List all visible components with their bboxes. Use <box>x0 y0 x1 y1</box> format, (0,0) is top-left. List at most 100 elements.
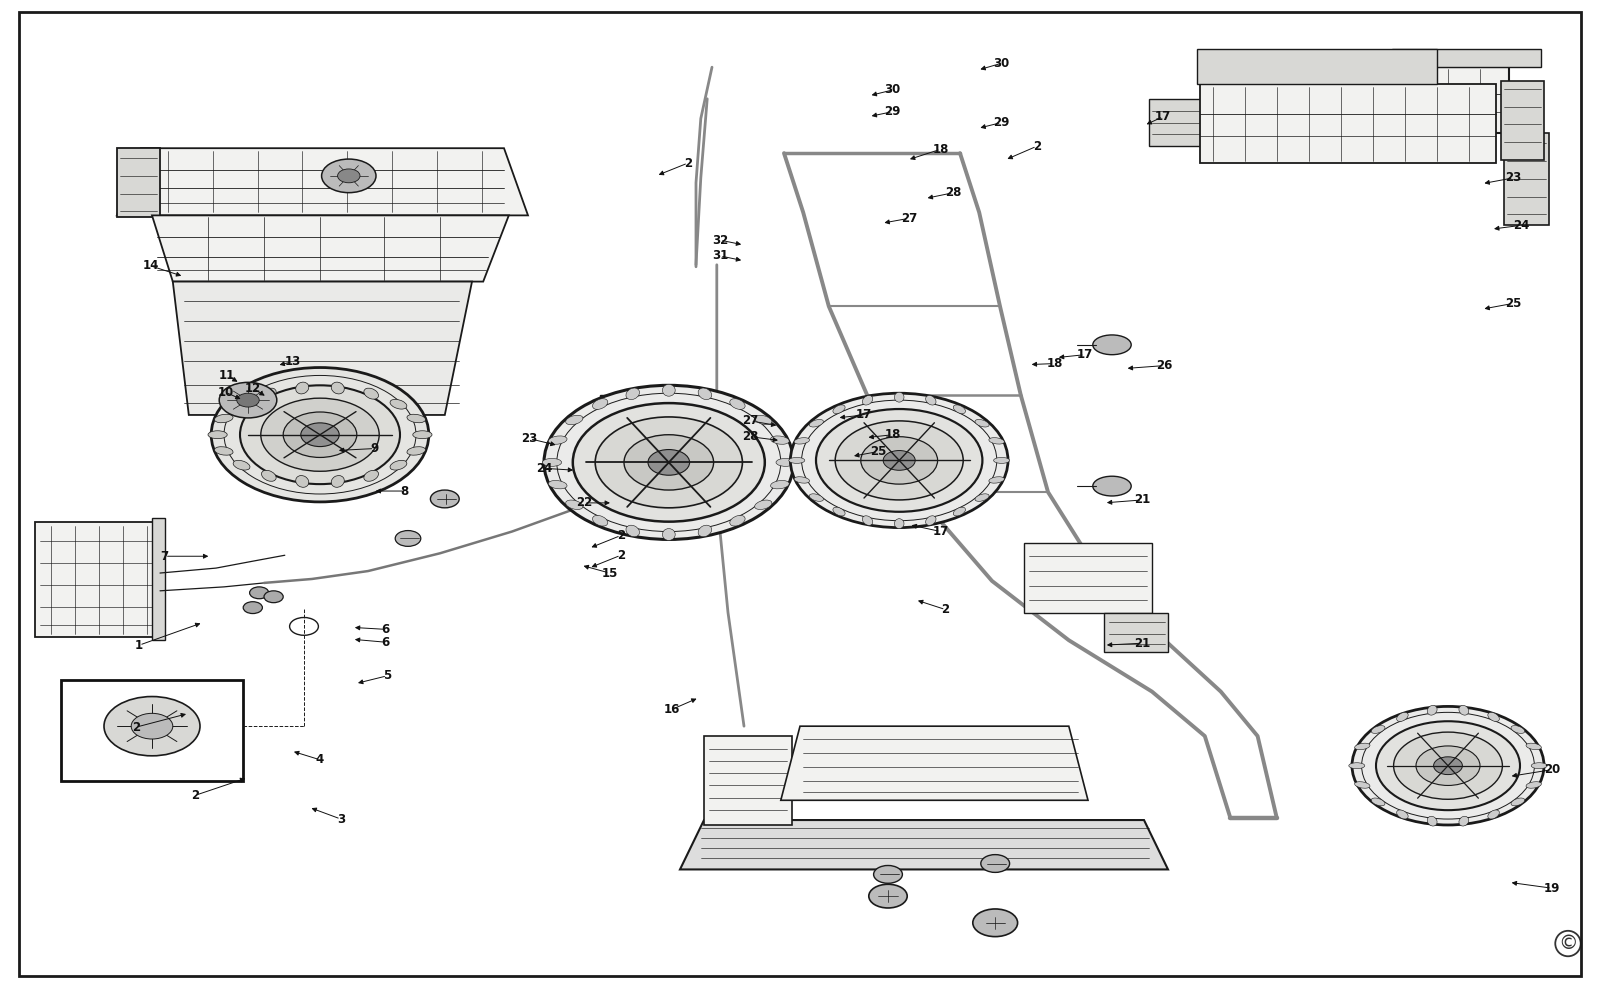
Text: 4: 4 <box>315 753 325 767</box>
Text: 6: 6 <box>381 635 390 649</box>
Polygon shape <box>35 522 160 637</box>
Polygon shape <box>781 726 1088 800</box>
Ellipse shape <box>296 475 309 487</box>
Text: 17: 17 <box>1155 110 1171 124</box>
Ellipse shape <box>1526 782 1541 788</box>
Text: 1: 1 <box>134 638 144 652</box>
Ellipse shape <box>240 385 400 484</box>
Ellipse shape <box>1488 810 1499 819</box>
Polygon shape <box>680 820 1168 869</box>
Ellipse shape <box>755 415 771 425</box>
Ellipse shape <box>1397 712 1408 721</box>
Ellipse shape <box>698 526 712 536</box>
Text: 2: 2 <box>190 788 200 802</box>
Ellipse shape <box>730 399 746 409</box>
Text: ©: © <box>1558 934 1578 953</box>
Text: 17: 17 <box>933 525 949 538</box>
Ellipse shape <box>755 500 771 510</box>
Text: 24: 24 <box>1514 218 1530 232</box>
Ellipse shape <box>981 855 1010 872</box>
Ellipse shape <box>595 417 742 508</box>
Ellipse shape <box>1349 763 1365 769</box>
Ellipse shape <box>624 435 714 490</box>
Polygon shape <box>598 420 651 434</box>
Text: 23: 23 <box>522 432 538 446</box>
Ellipse shape <box>549 480 566 489</box>
Text: 9: 9 <box>370 442 379 455</box>
Polygon shape <box>61 680 243 781</box>
Ellipse shape <box>869 884 907 908</box>
Text: 27: 27 <box>901 211 917 225</box>
Ellipse shape <box>131 713 173 739</box>
Ellipse shape <box>566 415 582 425</box>
Ellipse shape <box>234 460 250 470</box>
Ellipse shape <box>1371 798 1386 806</box>
Ellipse shape <box>208 431 227 439</box>
Polygon shape <box>1392 49 1541 67</box>
Text: 31: 31 <box>712 249 728 263</box>
Ellipse shape <box>648 450 690 475</box>
Ellipse shape <box>1371 725 1386 733</box>
Text: 28: 28 <box>742 430 758 444</box>
Ellipse shape <box>104 697 200 756</box>
Text: 2: 2 <box>616 548 626 562</box>
Ellipse shape <box>1352 706 1544 825</box>
Ellipse shape <box>862 516 872 526</box>
Ellipse shape <box>816 409 982 512</box>
Text: 25: 25 <box>870 445 886 458</box>
Ellipse shape <box>592 399 608 409</box>
Polygon shape <box>117 148 160 217</box>
Ellipse shape <box>794 477 810 483</box>
Ellipse shape <box>322 159 376 193</box>
Ellipse shape <box>1459 816 1469 826</box>
Ellipse shape <box>243 602 262 614</box>
Ellipse shape <box>1397 810 1408 819</box>
Text: 6: 6 <box>381 622 390 636</box>
Ellipse shape <box>544 385 794 539</box>
Ellipse shape <box>835 421 963 500</box>
Text: 30: 30 <box>994 56 1010 70</box>
Ellipse shape <box>771 480 789 489</box>
Ellipse shape <box>592 516 608 526</box>
Ellipse shape <box>790 393 1008 528</box>
Text: 2: 2 <box>1032 139 1042 153</box>
Polygon shape <box>117 148 528 215</box>
Ellipse shape <box>211 368 429 502</box>
Ellipse shape <box>573 403 765 522</box>
Text: 14: 14 <box>142 259 158 273</box>
Ellipse shape <box>834 507 845 516</box>
Ellipse shape <box>406 414 426 423</box>
Ellipse shape <box>1459 705 1469 715</box>
Ellipse shape <box>1093 335 1131 355</box>
Polygon shape <box>1024 543 1152 613</box>
Text: 15: 15 <box>602 566 618 580</box>
Ellipse shape <box>1093 476 1131 496</box>
Ellipse shape <box>662 529 675 540</box>
Ellipse shape <box>626 526 640 536</box>
Ellipse shape <box>395 531 421 546</box>
Text: 23: 23 <box>1506 171 1522 185</box>
Ellipse shape <box>261 398 379 471</box>
Ellipse shape <box>974 494 989 501</box>
Text: 18: 18 <box>885 428 901 442</box>
Ellipse shape <box>214 414 234 423</box>
Ellipse shape <box>698 388 712 399</box>
Ellipse shape <box>861 437 938 484</box>
Ellipse shape <box>776 458 795 466</box>
Text: 2: 2 <box>616 529 626 542</box>
Polygon shape <box>576 478 627 491</box>
Text: 12: 12 <box>245 381 261 395</box>
Text: 24: 24 <box>536 461 552 475</box>
Text: 19: 19 <box>1544 881 1560 895</box>
Ellipse shape <box>1531 763 1547 769</box>
Text: 32: 32 <box>712 233 728 247</box>
Text: 10: 10 <box>218 385 234 399</box>
Ellipse shape <box>1488 712 1499 721</box>
Ellipse shape <box>549 436 566 445</box>
Ellipse shape <box>1434 757 1462 775</box>
Ellipse shape <box>363 470 379 481</box>
Ellipse shape <box>994 457 1010 463</box>
Ellipse shape <box>989 477 1005 483</box>
Polygon shape <box>704 736 792 825</box>
Ellipse shape <box>250 587 269 599</box>
